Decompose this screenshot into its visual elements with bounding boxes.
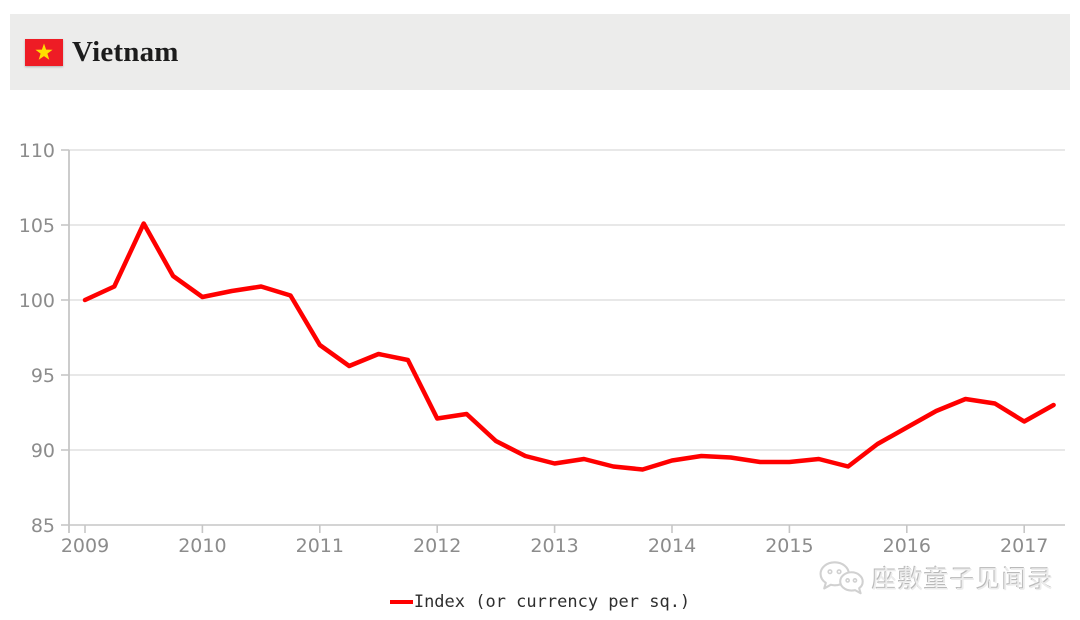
watermark: 座敷童子见闻录 <box>819 560 1054 596</box>
legend-line-marker <box>389 600 413 604</box>
country-header: Vietnam <box>10 14 1070 90</box>
wechat-icon <box>819 561 864 595</box>
y-tick-label: 105 <box>19 215 55 237</box>
x-tick-label: 2016 <box>883 535 931 557</box>
y-tick-label: 90 <box>31 440 55 462</box>
x-tick-label: 2012 <box>413 535 461 557</box>
series-line <box>82 221 1056 472</box>
y-tick-label: 100 <box>19 290 55 312</box>
vietnam-flag-icon <box>25 38 63 66</box>
y-tick-label: 110 <box>19 140 55 162</box>
page-title: Vietnam <box>72 35 179 68</box>
legend-item-index[interactable]: Index (or currency per sq.) <box>389 592 691 612</box>
x-tick-label: 2010 <box>178 535 226 557</box>
x-tick-label: 2011 <box>296 535 344 557</box>
x-tick-label: 2017 <box>1000 535 1048 557</box>
y-tick-label: 85 <box>31 515 55 537</box>
x-tick-label: 2015 <box>765 535 813 557</box>
x-tick-label: 2009 <box>61 535 109 557</box>
y-tick-label: 95 <box>31 365 55 387</box>
legend-label: Index (or currency per sq.) <box>413 592 691 612</box>
chart-legend: Index (or currency per sq.) <box>0 592 1080 612</box>
x-tick-label: 2013 <box>530 535 578 557</box>
x-tick-label: 2014 <box>648 535 696 557</box>
watermark-text: 座敷童子见闻录 <box>871 565 1054 594</box>
